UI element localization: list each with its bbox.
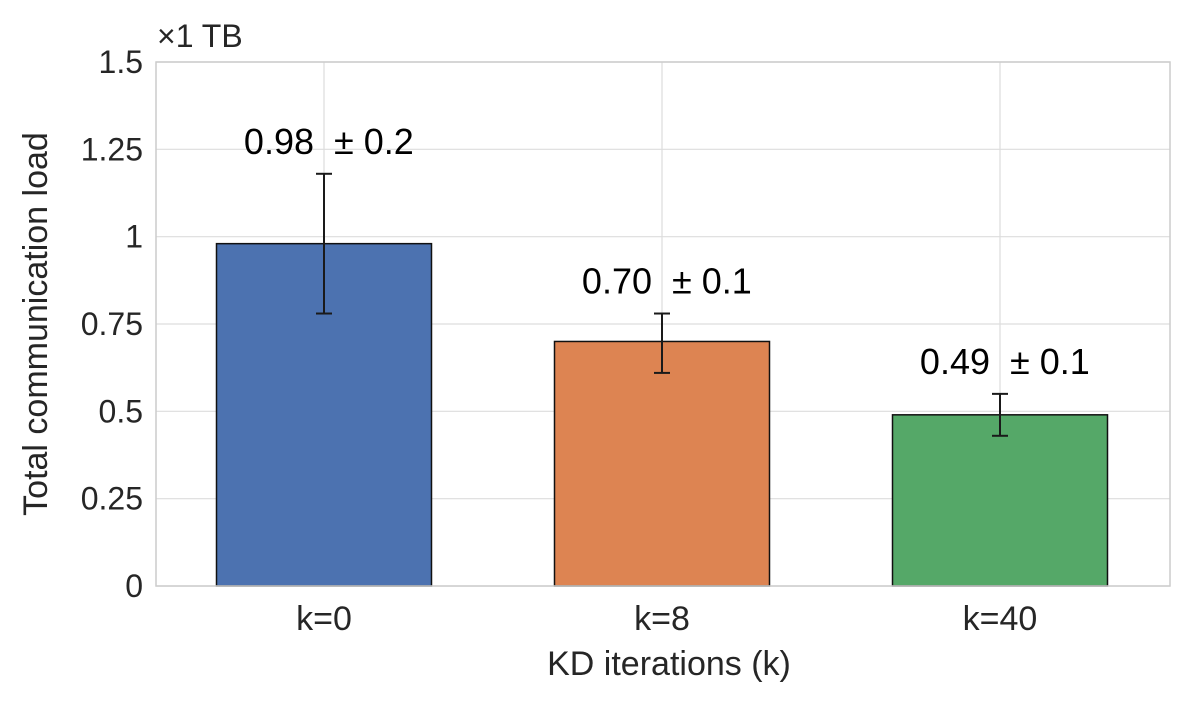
error-label: ± 0.1 bbox=[1010, 341, 1090, 382]
y-tick-label: 1.5 bbox=[99, 44, 143, 80]
x-tick-label: k=40 bbox=[963, 600, 1038, 638]
y-tick-label: 0.25 bbox=[81, 481, 143, 517]
value-label: 0.70 bbox=[582, 261, 652, 302]
x-tick-label: k=0 bbox=[296, 600, 352, 638]
error-label: ± 0.1 bbox=[672, 261, 752, 302]
bar-k=40 bbox=[891, 414, 1109, 587]
error-bar-k=0 bbox=[316, 172, 332, 315]
y-tick-label: 0 bbox=[125, 568, 143, 604]
y-axis-label: Total communication load bbox=[17, 132, 55, 516]
bar-k=8 bbox=[553, 340, 771, 587]
y-tick-label: 1 bbox=[125, 219, 143, 255]
error-bar-k=40 bbox=[992, 392, 1008, 437]
y-tick-label: 0.5 bbox=[99, 393, 143, 429]
x-axis-label: KD iterations (k) bbox=[547, 645, 791, 683]
bars: 0.98 ± 0.2 0.70 ± 0.1 0.49 ± 0.1 bbox=[215, 121, 1109, 587]
error-label: ± 0.2 bbox=[334, 121, 414, 162]
error-bar-k=8 bbox=[654, 312, 670, 374]
value-label: 0.49 bbox=[920, 341, 990, 382]
ticks: 0 0.25 0.5 0.75 1 1.25 1.5 k=0 k=8 k=40 bbox=[81, 44, 1038, 638]
x-tick-label: k=8 bbox=[634, 600, 690, 638]
plot-frame bbox=[155, 61, 1171, 587]
y-tick-label: 0.75 bbox=[81, 306, 143, 342]
value-label: 0.98 bbox=[244, 121, 314, 162]
scale-label: ×1 TB bbox=[157, 18, 243, 54]
y-tick-label: 1.25 bbox=[81, 131, 143, 167]
